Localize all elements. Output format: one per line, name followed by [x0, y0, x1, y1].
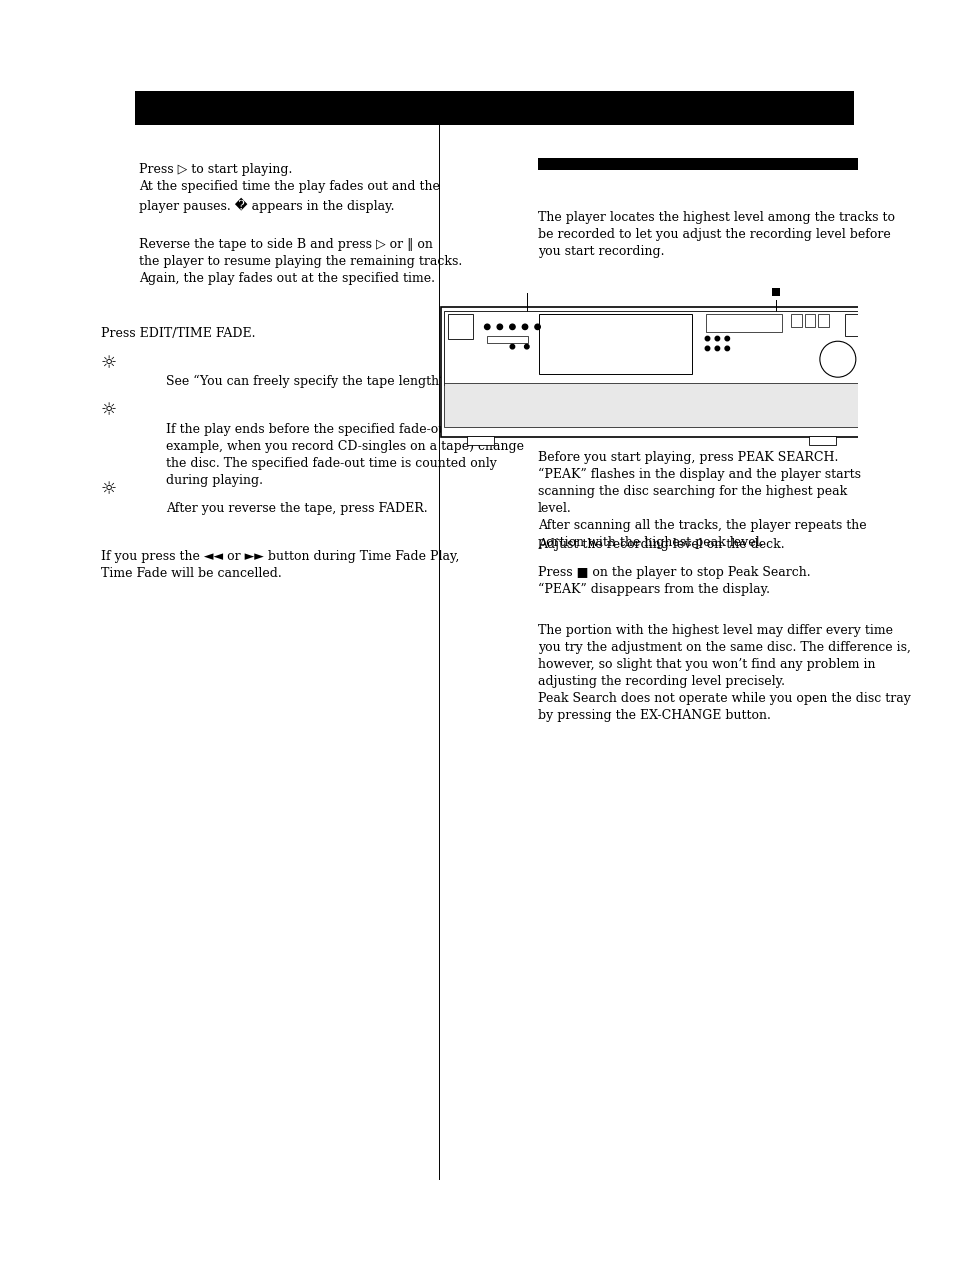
- Bar: [771, 288, 780, 297]
- Circle shape: [819, 341, 855, 377]
- Bar: [134, 92, 853, 125]
- Text: The portion with the highest level may differ every time
you try the adjustment : The portion with the highest level may d…: [537, 623, 909, 721]
- Circle shape: [484, 324, 490, 330]
- Bar: [538, 315, 692, 375]
- Circle shape: [524, 344, 529, 349]
- Circle shape: [704, 336, 709, 340]
- Bar: [808, 436, 835, 445]
- Circle shape: [715, 336, 719, 340]
- Bar: [790, 315, 801, 327]
- Circle shape: [715, 347, 719, 350]
- Text: If you press the ◄◄ or ►► button during Time Fade Play,
Time Fade will be cancel: If you press the ◄◄ or ►► button during …: [101, 550, 458, 580]
- Text: See “You can freely specify the tape length” on page 15.: See “You can freely specify the tape len…: [166, 375, 523, 387]
- Circle shape: [510, 344, 514, 349]
- Circle shape: [521, 324, 527, 330]
- Bar: [447, 315, 473, 339]
- Circle shape: [509, 324, 515, 330]
- Bar: [818, 315, 828, 327]
- Bar: [487, 336, 527, 343]
- Text: The player locates the highest level among the tracks to
be recorded to let you : The player locates the highest level amo…: [537, 211, 894, 257]
- Text: Before you start playing, press PEAK SEARCH.
“PEAK” flashes in the display and t: Before you start playing, press PEAK SEA…: [537, 451, 865, 549]
- Text: Press ▷ to start playing.
At the specified time the play fades out and the
playe: Press ▷ to start playing. At the specifi…: [139, 163, 439, 214]
- Text: Reverse the tape to side B and press ▷ or ‖ on
the player to resume playing the : Reverse the tape to side B and press ▷ o…: [139, 238, 462, 285]
- Bar: [444, 311, 859, 385]
- Text: After you reverse the tape, press FADER.: After you reverse the tape, press FADER.: [166, 502, 428, 515]
- Circle shape: [724, 347, 729, 350]
- Circle shape: [724, 336, 729, 340]
- Circle shape: [535, 324, 539, 330]
- Text: Adjust the recording level on the deck.: Adjust the recording level on the deck.: [537, 538, 783, 552]
- Text: ☼: ☼: [101, 354, 116, 372]
- Bar: [467, 436, 494, 445]
- Bar: [705, 315, 781, 333]
- Bar: [537, 158, 859, 169]
- Circle shape: [704, 347, 709, 350]
- Bar: [440, 307, 862, 437]
- Bar: [803, 315, 815, 327]
- Text: ☼: ☼: [101, 401, 116, 419]
- Bar: [844, 315, 867, 336]
- Text: Press ■ on the player to stop Peak Search.
“PEAK” disappears from the display.: Press ■ on the player to stop Peak Searc…: [537, 566, 809, 596]
- Text: Press EDIT/TIME FADE.: Press EDIT/TIME FADE.: [101, 327, 254, 340]
- Bar: [444, 383, 859, 427]
- Text: If the play ends before the specified fade-out time, (for
example, when you reco: If the play ends before the specified fa…: [166, 423, 524, 487]
- Circle shape: [497, 324, 502, 330]
- Text: ☼: ☼: [101, 480, 116, 498]
